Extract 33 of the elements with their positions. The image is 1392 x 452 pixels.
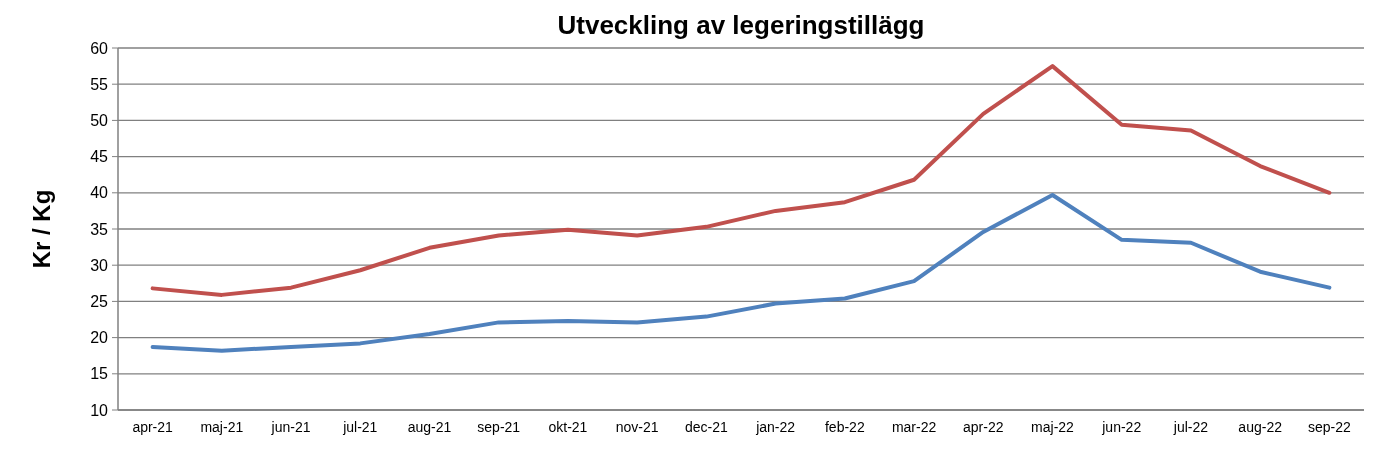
y-tick-label: 50	[90, 112, 109, 129]
x-tick-label: sep-22	[1307, 419, 1351, 435]
x-tick-label: jul-22	[1172, 419, 1209, 435]
x-tick-label: dec-21	[684, 419, 728, 435]
x-tick-label: jun-21	[270, 419, 311, 435]
x-tick-label: maj-21	[200, 419, 244, 435]
y-axis-title: Kr / Kg	[28, 189, 55, 269]
y-tick-label: 15	[90, 365, 109, 383]
y-tick-label: 35	[90, 220, 109, 238]
y-tick-label: 45	[90, 148, 109, 166]
x-tick-label: feb-22	[824, 419, 865, 435]
chart-title: Utveckling av legeringstillägg	[557, 10, 925, 40]
x-tick-label: aug-22	[1238, 419, 1283, 435]
y-tick-label: 30	[90, 256, 109, 274]
y-tick-label: 20	[90, 329, 109, 347]
y-tick-label: 10	[90, 401, 109, 419]
x-tick-label: aug-21	[407, 419, 452, 435]
x-tick-label: okt-21	[548, 419, 588, 435]
x-tick-label: jun-22	[1101, 419, 1142, 435]
x-tick-label: apr-22	[963, 419, 1004, 435]
x-tick-label: jan-22	[755, 419, 796, 435]
x-tick-label: nov-21	[615, 419, 659, 435]
x-tick-label: mar-22	[891, 419, 937, 435]
y-tick-label: 40	[90, 184, 109, 202]
x-tick-label: sep-21	[477, 419, 521, 435]
x-tick-label: jul-21	[342, 419, 378, 435]
y-tick-label: 25	[90, 293, 109, 310]
x-tick-label: maj-22	[1031, 419, 1075, 435]
line-series	[150, 64, 1332, 297]
line-series	[150, 192, 1332, 353]
x-tick-label: apr-21	[132, 419, 174, 435]
y-tick-label: 60	[90, 39, 109, 57]
y-tick-label: 55	[90, 75, 109, 93]
